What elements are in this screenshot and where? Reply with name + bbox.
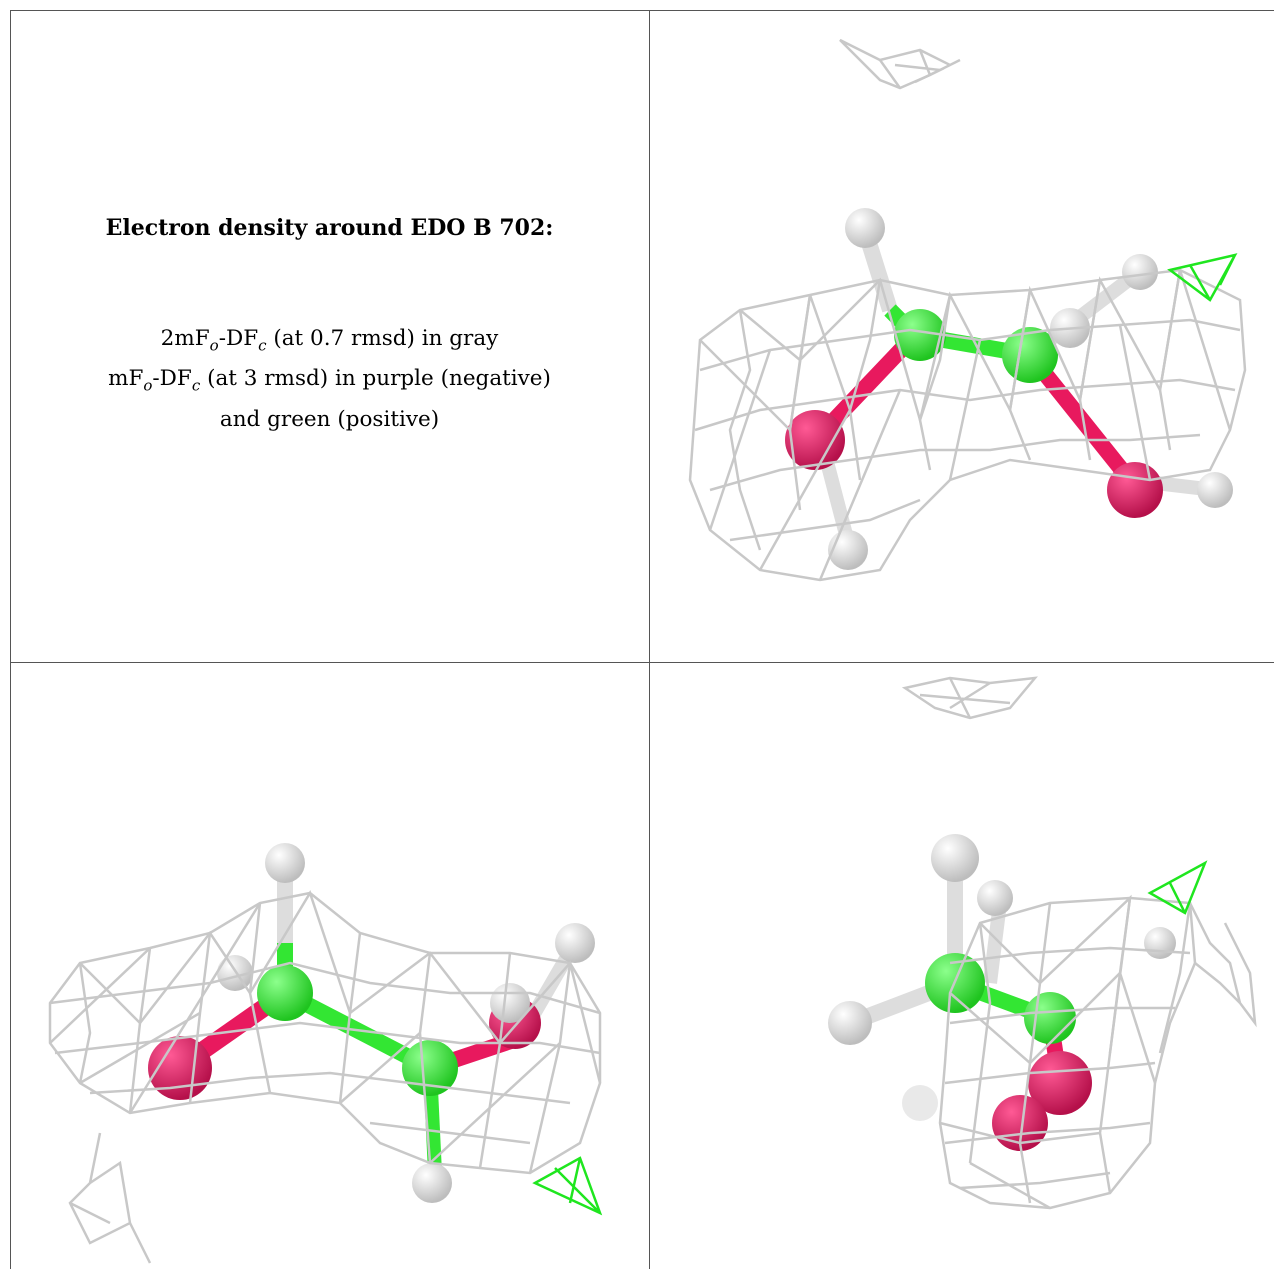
border-top: [10, 10, 1274, 11]
legend-line-2mfo: 2mFo-DFc (at 0.7 rmsd) in gray: [160, 326, 499, 355]
legend-line-green: and green (positive): [219, 406, 440, 432]
density-mesh-green: [1147, 860, 1208, 915]
mesh-fragment: [839, 38, 961, 90]
mesh-fragment: [901, 676, 1038, 720]
legend-line-mfo: mFo-DFc (at 3 rmsd) in purple (negative): [108, 366, 551, 395]
atoms: [148, 843, 595, 1203]
border-middle-horizontal: [10, 662, 1274, 663]
caption-legend: 2mFo-DFc (at 0.7 rmsd) in gray mFo-DFc (…: [10, 322, 649, 437]
border-left: [10, 10, 11, 1269]
molecule-render-1: [688, 38, 1247, 582]
molecule-view-3: [650, 663, 1274, 1269]
caption-title: Electron density around EDO B 702:: [105, 215, 554, 241]
density-mesh-gray: [48, 890, 602, 1264]
density-mesh-gray: [688, 268, 1247, 582]
molecule-view-1: [650, 10, 1274, 662]
molecule-render-3: [828, 676, 1257, 1210]
density-mesh-green: [532, 1156, 603, 1216]
density-mesh-green: [1167, 253, 1238, 302]
molecule-render-2: [48, 843, 603, 1264]
atoms: [785, 208, 1233, 570]
density-mesh-gray: [938, 894, 1257, 1210]
molecule-view-2: [10, 663, 649, 1269]
border-middle-vertical: [649, 10, 650, 1269]
caption-cell: Electron density around EDO B 702: 2mFo-…: [10, 10, 649, 662]
